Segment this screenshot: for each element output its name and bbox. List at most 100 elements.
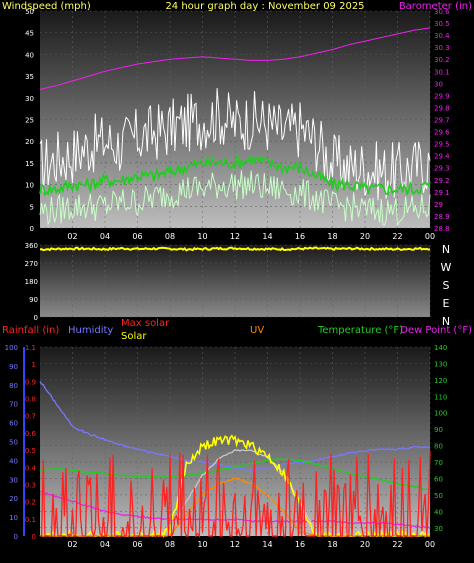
humidity-tick-label: 90 — [9, 363, 18, 371]
baro-tick-label: 29.4 — [434, 153, 450, 161]
rain-tick-label: 0.3 — [25, 481, 36, 489]
compass-label: N — [442, 243, 450, 256]
humidity-tick-label: 60 — [9, 420, 18, 428]
x-tick-label: 22 — [392, 540, 402, 549]
wind-tick-label: 5 — [30, 203, 34, 211]
wind-tick-label: 25 — [25, 117, 34, 125]
temp-tick-label: 40 — [434, 508, 443, 516]
x-tick-label: 00 — [425, 232, 435, 241]
baro-tick-label: 30 — [434, 80, 443, 88]
baro-tick-label: 29.1 — [434, 189, 450, 197]
temp-tick-label: 100 — [434, 410, 447, 418]
wind-tick-label: 40 — [25, 51, 34, 59]
x-tick-label: 00 — [425, 540, 435, 549]
rain-tick-label: 1.1 — [25, 344, 36, 352]
rainfall-heading: Rainfall (in) — [2, 325, 59, 336]
x-tick-label: 08 — [165, 540, 175, 549]
series-humidity — [39, 381, 431, 472]
baro-tick-label: 30.5 — [434, 20, 450, 28]
temp-tick-label: 80 — [434, 443, 443, 451]
baro-tick-label: 28.9 — [434, 213, 450, 221]
dewpoint-heading: Dew Point (°F) — [400, 325, 472, 336]
humidity-tick-label: 30 — [9, 476, 18, 484]
series-rain — [40, 450, 431, 539]
baro-tick-label: 29.5 — [434, 141, 450, 149]
compass-label: E — [443, 297, 450, 310]
rain-tick-label: 0.2 — [25, 499, 36, 507]
x-tick-label: 22 — [392, 232, 402, 241]
uv-heading: UV — [250, 325, 264, 336]
wind-tick-label: 30 — [25, 95, 34, 103]
x-tick-label: 12 — [230, 540, 240, 549]
humidity-heading: Humidity — [68, 325, 113, 336]
rain-tick-label: 0.6 — [25, 430, 37, 438]
rain-tick-label: 0.5 — [25, 447, 36, 455]
rain-tick-label: 0.7 — [25, 413, 36, 421]
rain-tick-label: 0.9 — [25, 378, 36, 386]
rain-tick-label: 0.1 — [25, 516, 36, 524]
wind-tick-label: 15 — [25, 160, 34, 168]
baro-tick-label: 30.4 — [434, 32, 450, 40]
baro-tick-label: 29.7 — [434, 117, 450, 125]
series-gust — [39, 88, 431, 201]
wind-tick-label: 10 — [25, 182, 34, 190]
baro-tick-label: 30.2 — [434, 56, 450, 64]
series-direction — [39, 246, 431, 252]
rain-tick-label: 0 — [32, 533, 36, 541]
baro-tick-label: 29 — [434, 201, 443, 209]
rain-tick-label: 0.8 — [25, 396, 36, 404]
wind-tick-label: 50 — [25, 8, 34, 16]
x-tick-label: 02 — [67, 232, 77, 241]
humidity-tick-label: 20 — [9, 495, 18, 503]
x-tick-label: 20 — [360, 540, 370, 549]
dir-tick-label: 0 — [34, 314, 38, 322]
series-average — [39, 154, 431, 197]
x-tick-label: 02 — [67, 540, 77, 549]
wind-tick-label: 35 — [25, 73, 34, 81]
rain-tick-label: 0.4 — [25, 464, 37, 472]
humidity-tick-label: 40 — [9, 457, 18, 465]
x-tick-label: 14 — [262, 232, 272, 241]
x-tick-label: 18 — [327, 232, 337, 241]
x-tick-label: 16 — [295, 540, 305, 549]
baro-tick-label: 29.6 — [434, 129, 450, 137]
temp-tick-label: 110 — [434, 393, 447, 401]
x-tick-label: 10 — [197, 540, 207, 549]
temp-tick-label: 130 — [434, 360, 447, 368]
windspeed-header: Windspeed (mph) — [2, 1, 91, 12]
temperature-heading: Temperature (°F) — [317, 325, 403, 336]
x-tick-label: 04 — [100, 540, 110, 549]
baro-tick-label: 30.6 — [434, 8, 450, 16]
humidity-tick-label: 70 — [9, 401, 18, 409]
dir-tick-label: 270 — [25, 260, 38, 268]
temp-tick-label: 60 — [434, 475, 443, 483]
x-tick-label: 14 — [262, 540, 272, 549]
humidity-tick-label: 0 — [14, 533, 18, 541]
series-windspeed — [39, 170, 431, 227]
temp-tick-label: 140 — [434, 344, 447, 352]
x-tick-label: 16 — [295, 232, 305, 241]
wind-tick-label: 0 — [30, 225, 34, 233]
rain-tick-label: 1 — [32, 361, 36, 369]
compass-label: W — [441, 261, 452, 274]
humidity-tick-label: 100 — [5, 344, 18, 352]
humidity-tick-label: 50 — [9, 439, 18, 447]
x-tick-label: 20 — [360, 232, 370, 241]
compass-label: N — [442, 315, 450, 328]
x-tick-label: 12 — [230, 232, 240, 241]
dir-tick-label: 180 — [25, 278, 38, 286]
series-temperature — [39, 458, 431, 491]
baro-tick-label: 29.8 — [434, 104, 450, 112]
dir-tick-label: 90 — [29, 296, 38, 304]
solar-heading: Solar — [121, 331, 147, 342]
baro-tick-label: 28.8 — [434, 225, 450, 233]
series-barometer — [39, 27, 431, 90]
x-tick-label: 08 — [165, 232, 175, 241]
temp-tick-label: 70 — [434, 459, 443, 467]
x-tick-label: 06 — [132, 232, 142, 241]
compass-label: S — [443, 279, 450, 292]
baro-tick-label: 29.2 — [434, 177, 450, 185]
x-tick-label: 10 — [197, 232, 207, 241]
maxsolar-heading: Max solar — [121, 318, 170, 329]
